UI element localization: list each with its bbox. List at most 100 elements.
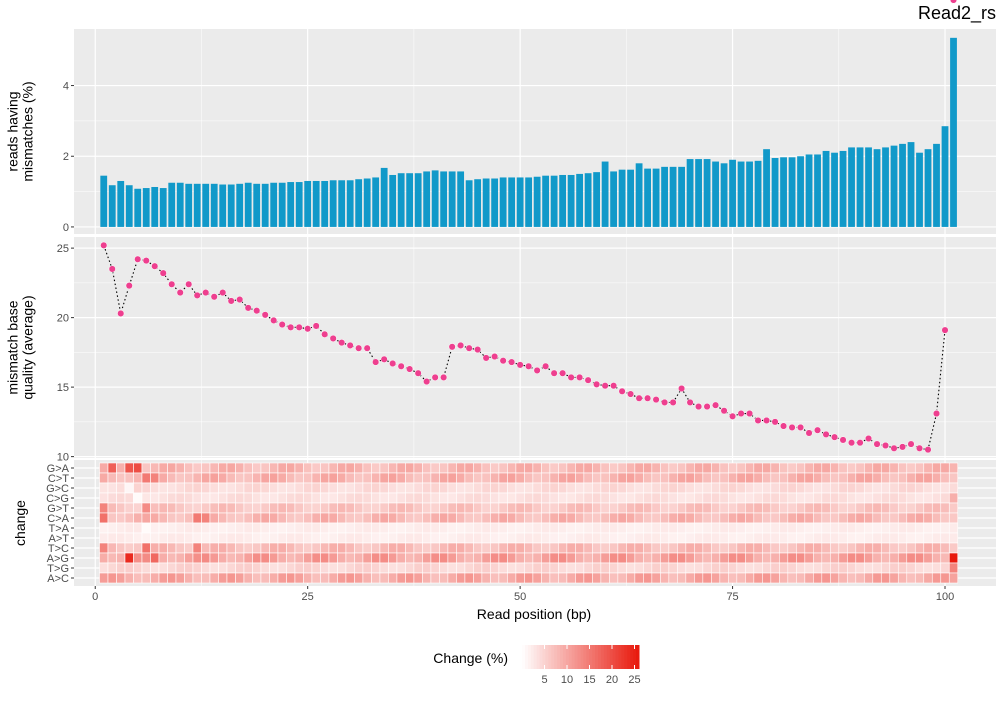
heatmap-cell xyxy=(779,552,789,564)
bar xyxy=(856,147,864,227)
heatmap-cell xyxy=(328,532,338,544)
heatmap-row-label: T>C xyxy=(48,543,69,555)
quality-point xyxy=(227,297,235,305)
heatmap-cell xyxy=(439,572,449,584)
heatmap-cell xyxy=(294,552,304,564)
heatmap-cell xyxy=(354,492,364,504)
heatmap-cell xyxy=(745,522,755,534)
heatmap-cell xyxy=(201,492,211,504)
heatmap-cell xyxy=(787,542,797,554)
heatmap-cell xyxy=(634,502,644,514)
heatmap-cell xyxy=(371,462,381,474)
heatmap-row-label: A>G xyxy=(47,553,69,565)
legend-gradient-step xyxy=(612,645,617,669)
heatmap-cell xyxy=(923,502,933,514)
heatmap-cell xyxy=(558,562,568,574)
heatmap-cell xyxy=(702,512,712,524)
heatmap-cell xyxy=(124,542,134,554)
quality-point xyxy=(737,409,745,418)
heatmap-cell xyxy=(889,472,899,484)
legend-gradient-step xyxy=(618,645,622,669)
heatmap-cell xyxy=(677,522,687,534)
heatmap-cell xyxy=(371,472,381,484)
heatmap-cell xyxy=(880,502,891,514)
heatmap-cell xyxy=(116,512,126,524)
heatmap-cell xyxy=(931,552,942,564)
heatmap-cell xyxy=(796,462,806,474)
legend-title: Change (%) xyxy=(433,650,508,666)
bar xyxy=(686,159,694,227)
heatmap-cell xyxy=(796,562,806,574)
heatmap-cell xyxy=(311,482,321,494)
heatmap-cell xyxy=(846,512,857,524)
heatmap-cell xyxy=(320,522,330,534)
heatmap-cell xyxy=(753,472,763,484)
heatmap-cell xyxy=(124,462,134,474)
heatmap-cell xyxy=(473,532,483,544)
heatmap-cell xyxy=(269,552,279,564)
heatmap-cell xyxy=(294,542,304,554)
quality-point xyxy=(584,376,592,384)
heatmap-cell xyxy=(770,522,780,534)
heatmap-cell xyxy=(694,562,704,574)
heatmap-cell xyxy=(337,472,347,484)
heatmap-cell xyxy=(677,532,687,544)
heatmap-cell xyxy=(337,492,347,504)
quality-point xyxy=(525,362,533,370)
heatmap-cell xyxy=(473,472,483,484)
heatmap-cell xyxy=(524,512,534,524)
legend-gradient-step xyxy=(598,645,602,669)
heatmap-cell xyxy=(235,562,245,574)
quality-point xyxy=(346,341,354,349)
heatmap-cell xyxy=(838,462,848,474)
heatmap-cell xyxy=(405,572,415,584)
heatmap-cell xyxy=(192,532,202,544)
bar xyxy=(202,183,210,227)
bar xyxy=(797,156,804,227)
heatmap-cell xyxy=(430,572,440,584)
heatmap-cell xyxy=(626,512,636,524)
heatmap-cell xyxy=(345,512,355,524)
heatmap-cell xyxy=(379,562,389,574)
heatmap-cell xyxy=(303,502,313,514)
bar xyxy=(346,180,354,227)
heatmap-cell xyxy=(524,502,534,514)
heatmap-cell xyxy=(158,512,168,524)
heatmap-cell xyxy=(464,522,474,534)
heatmap-cell xyxy=(804,472,814,484)
heatmap-cell xyxy=(456,492,466,504)
heatmap-cell xyxy=(277,542,287,554)
heatmap-cell xyxy=(456,532,466,544)
heatmap-cell xyxy=(218,492,228,504)
heatmap-cell xyxy=(753,562,763,574)
heatmap-cell xyxy=(838,502,848,514)
legend-gradient-step xyxy=(545,645,549,669)
heatmap-cell xyxy=(269,562,279,574)
heatmap-cell xyxy=(821,562,831,574)
heatmap-cell xyxy=(779,522,789,534)
heatmap-cell xyxy=(456,472,466,484)
heatmap-cell xyxy=(541,492,551,504)
heatmap-cell xyxy=(736,562,746,574)
heatmap-cell xyxy=(167,482,177,494)
heatmap-cell xyxy=(651,512,661,524)
heatmap-cell xyxy=(685,512,695,524)
heatmap-cell xyxy=(660,542,670,554)
heatmap-cell xyxy=(575,552,585,564)
heatmap-cell xyxy=(405,552,415,564)
heatmap-cell xyxy=(422,492,432,504)
heatmap-cell xyxy=(473,542,483,554)
heatmap-cell xyxy=(303,482,313,494)
heatmap-cell xyxy=(158,522,168,534)
heatmap-cell xyxy=(269,522,279,534)
heatmap-cell xyxy=(277,532,287,544)
bar xyxy=(610,171,618,227)
heatmap-cell xyxy=(286,502,296,514)
heatmap-cell xyxy=(906,532,916,544)
heatmap-cell xyxy=(812,542,823,554)
heatmap-cell xyxy=(558,552,568,564)
heatmap-cell xyxy=(150,522,160,534)
heatmap-cell xyxy=(685,552,695,564)
heatmap-cell xyxy=(728,482,738,494)
